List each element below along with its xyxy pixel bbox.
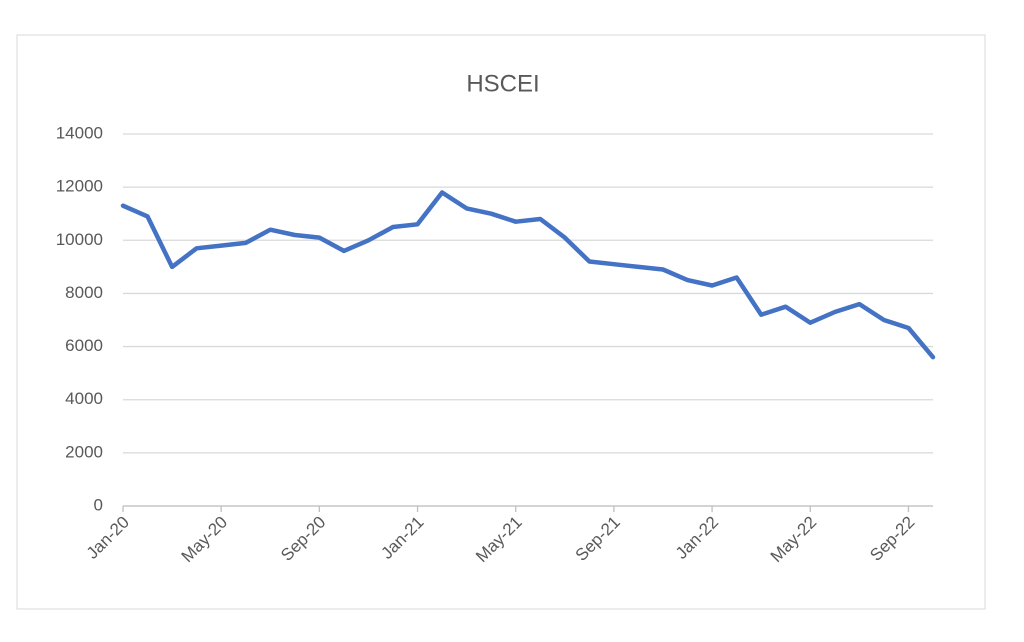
y-tick-label: 4000 xyxy=(65,389,103,408)
chart-title: HSCEI xyxy=(466,70,539,97)
line-series xyxy=(120,190,936,360)
y-tick-label: 2000 xyxy=(65,442,103,461)
chart-frame xyxy=(16,34,986,610)
y-tick-label: 10000 xyxy=(56,230,103,249)
y-tick-label: 12000 xyxy=(56,177,103,196)
y-tick-label: 14000 xyxy=(56,123,103,142)
y-tick-label: 0 xyxy=(94,495,103,514)
y-tick-label: 8000 xyxy=(65,283,103,302)
y-tick-label: 6000 xyxy=(65,336,103,355)
